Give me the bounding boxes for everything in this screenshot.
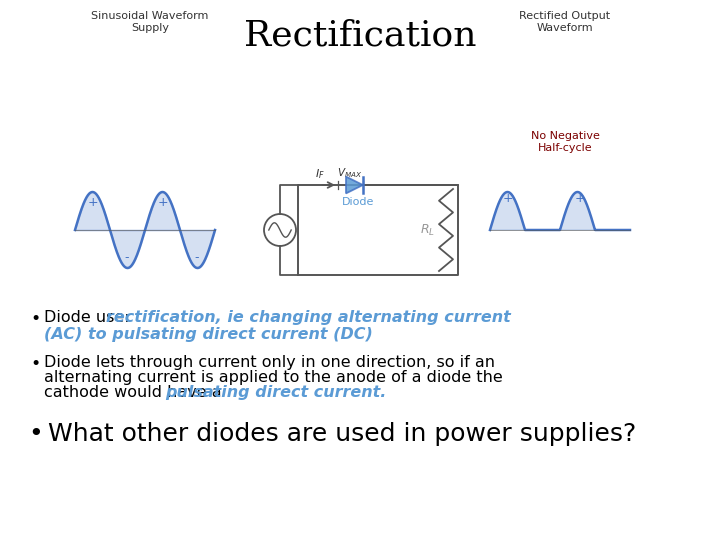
Text: alternating current is applied to the anode of a diode the: alternating current is applied to the an… [44,370,503,385]
Text: (AC) to pulsating direct current (DC): (AC) to pulsating direct current (DC) [44,327,373,342]
Text: Diode use:: Diode use: [44,310,135,325]
Text: pulsating direct current.: pulsating direct current. [165,385,387,400]
Polygon shape [346,177,363,193]
Text: What other diodes are used in power supplies?: What other diodes are used in power supp… [48,422,636,446]
Text: •: • [28,422,42,446]
Text: $V_{MAX}$: $V_{MAX}$ [337,166,363,180]
Text: rectification, ie changing alternating current: rectification, ie changing alternating c… [106,310,510,325]
Text: •: • [30,310,40,328]
Text: Diode lets through current only in one direction, so if an: Diode lets through current only in one d… [44,355,495,370]
Text: $R_L$: $R_L$ [420,222,436,238]
Text: +: + [575,192,585,205]
Text: •: • [30,355,40,373]
Text: $I_F$: $I_F$ [315,167,325,181]
Text: No Negative
Half-cycle: No Negative Half-cycle [531,131,600,153]
Text: Diode: Diode [342,197,374,207]
Text: +: + [158,195,168,208]
Text: cathode would have a: cathode would have a [44,385,227,400]
Text: Rectification: Rectification [244,18,476,52]
Text: +: + [503,192,513,205]
Text: -: - [125,252,130,265]
Text: Sinusoidal Waveform
Supply: Sinusoidal Waveform Supply [91,11,209,33]
Text: Rectified Output
Waveform: Rectified Output Waveform [519,11,611,33]
Text: -: - [194,252,199,265]
Text: +: + [88,195,99,208]
